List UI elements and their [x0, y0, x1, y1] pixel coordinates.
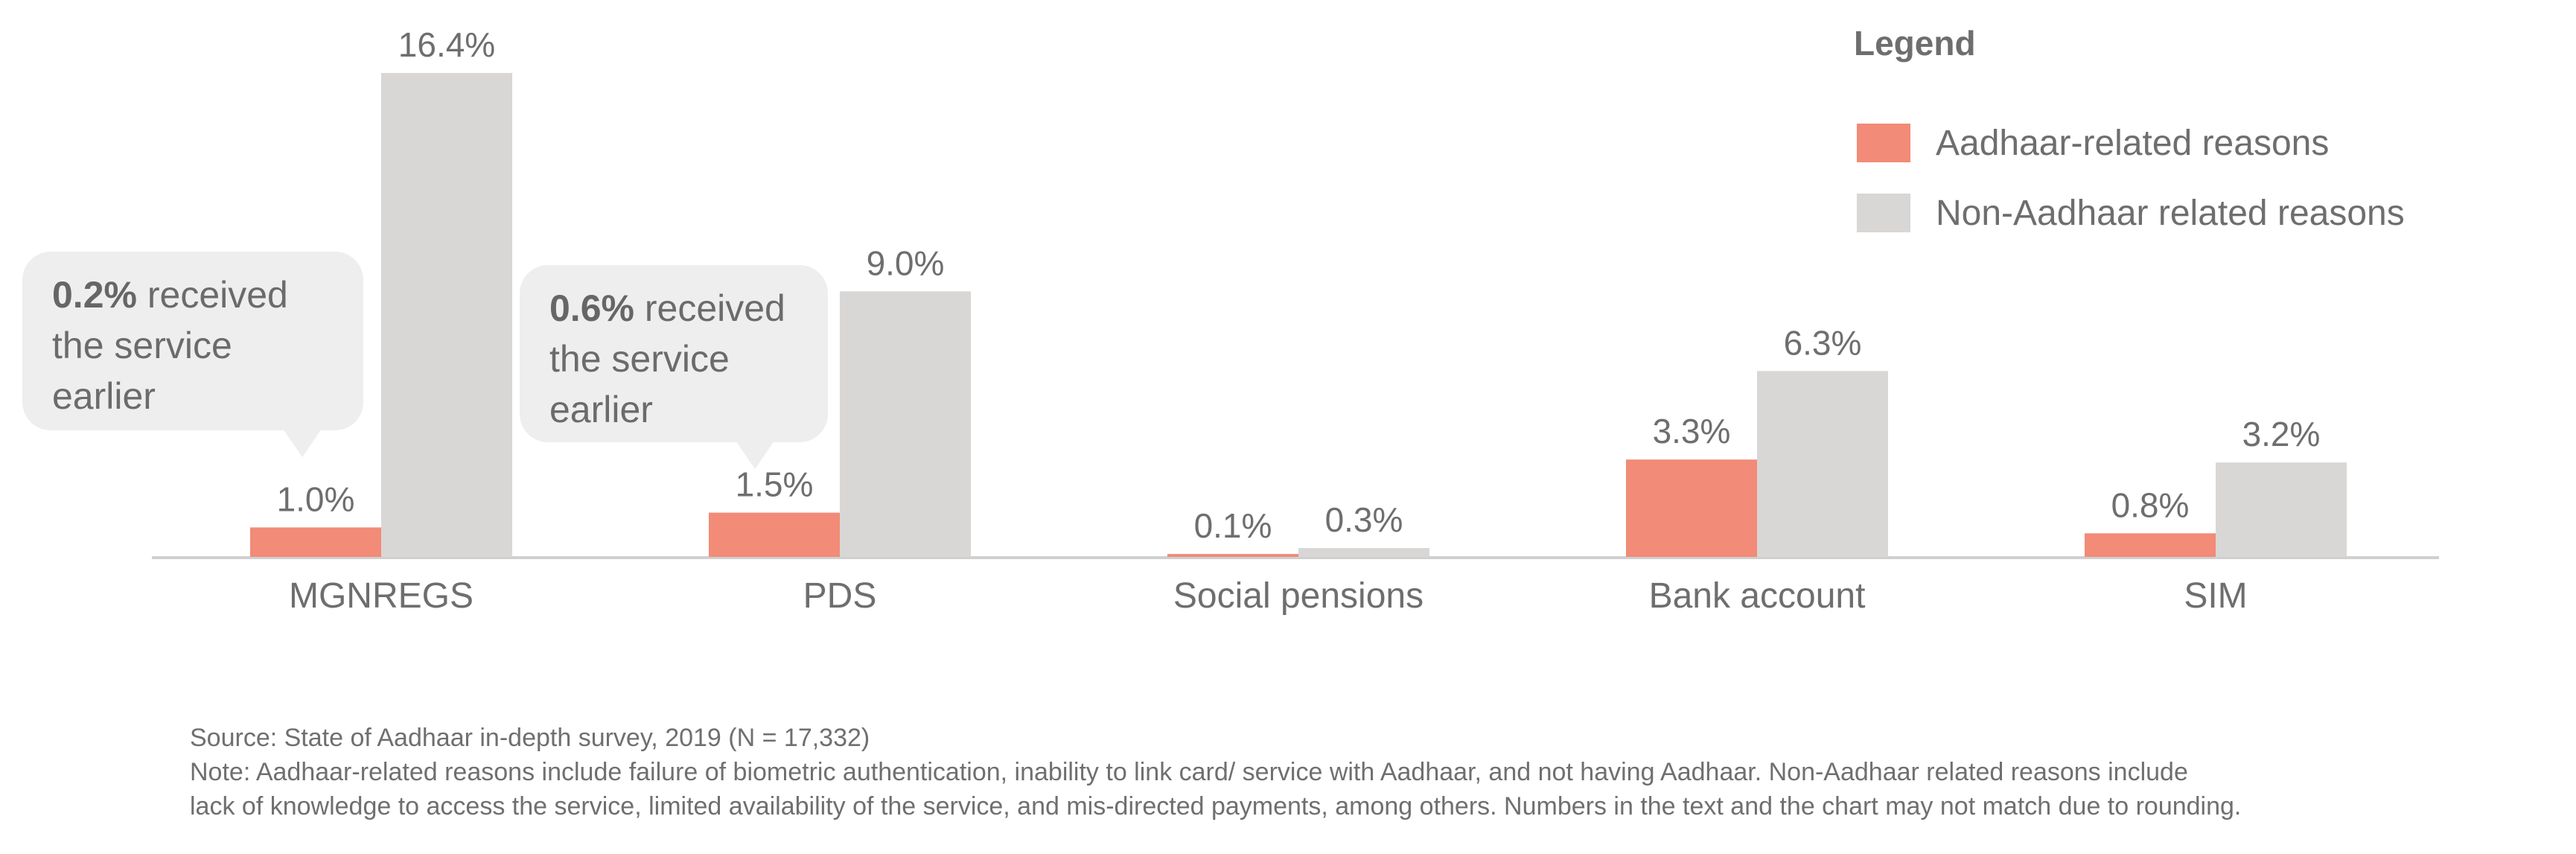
category-label: SIM [2184, 576, 2247, 616]
bar-non-aadhaar [381, 73, 512, 557]
legend-swatch [1857, 124, 1910, 162]
data-label: 1.0% [277, 479, 355, 518]
callout-text: received [136, 274, 288, 316]
source-note: Source: State of Aadhaar in-depth survey… [190, 724, 870, 752]
bar-aadhaar [1167, 554, 1298, 557]
data-label: 9.0% [867, 243, 945, 282]
callout-pds: 0.6% received the service earlier [520, 265, 828, 469]
bar-aadhaar [2085, 533, 2216, 557]
category-label: MGNREGS [289, 576, 474, 616]
chart-footer: Source: State of Aadhaar in-depth survey… [190, 721, 2520, 823]
callout-bold-value: 0.2% [52, 274, 137, 316]
callout-text: earlier [549, 389, 653, 430]
callout-bold-value: 0.6% [549, 287, 634, 329]
data-label: 3.3% [1653, 412, 1731, 450]
callout-text: the service [52, 325, 232, 366]
category-label: PDS [803, 576, 877, 616]
bar-aadhaar [1626, 459, 1757, 557]
callout-tail [283, 429, 322, 457]
data-label: 0.3% [1325, 500, 1403, 539]
category-label: Social pensions [1173, 576, 1424, 616]
legend-swatch [1857, 194, 1910, 232]
bar-non-aadhaar [1757, 371, 1888, 557]
bar-aadhaar [250, 527, 381, 557]
bar-non-aadhaar [840, 291, 971, 557]
bar-non-aadhaar [2216, 462, 2347, 557]
callout-tail [736, 441, 774, 469]
data-label: 16.4% [398, 25, 495, 64]
callout-text: received [634, 287, 785, 329]
footnote-line: Note: Aadhaar-related reasons include fa… [190, 758, 2188, 786]
legend-title: Legend [1854, 24, 1976, 63]
bar-non-aadhaar [1298, 548, 1429, 557]
data-label: 3.2% [2242, 415, 2321, 453]
callout-mgnregs: 0.2% received the service earlier [22, 252, 363, 457]
data-label: 0.8% [2111, 485, 2190, 524]
data-label: 0.1% [1194, 506, 1272, 545]
footnote-line: lack of knowledge to access the service,… [190, 792, 2242, 820]
category-label: Bank account [1649, 576, 1866, 616]
callout-text: the service [549, 338, 730, 380]
bar-chart: 1.0% 16.4% MGNREGS 1.5% 9.0% PDS 0.1% 0.3% Socia… [152, 24, 2439, 616]
data-label: 6.3% [1784, 323, 1862, 362]
data-label: 1.5% [736, 465, 814, 504]
callout-text: earlier [52, 375, 156, 417]
legend-label: Non-Aadhaar related reasons [1936, 194, 2405, 233]
bar-aadhaar [709, 512, 840, 557]
legend-label: Aadhaar-related reasons [1936, 124, 2329, 163]
